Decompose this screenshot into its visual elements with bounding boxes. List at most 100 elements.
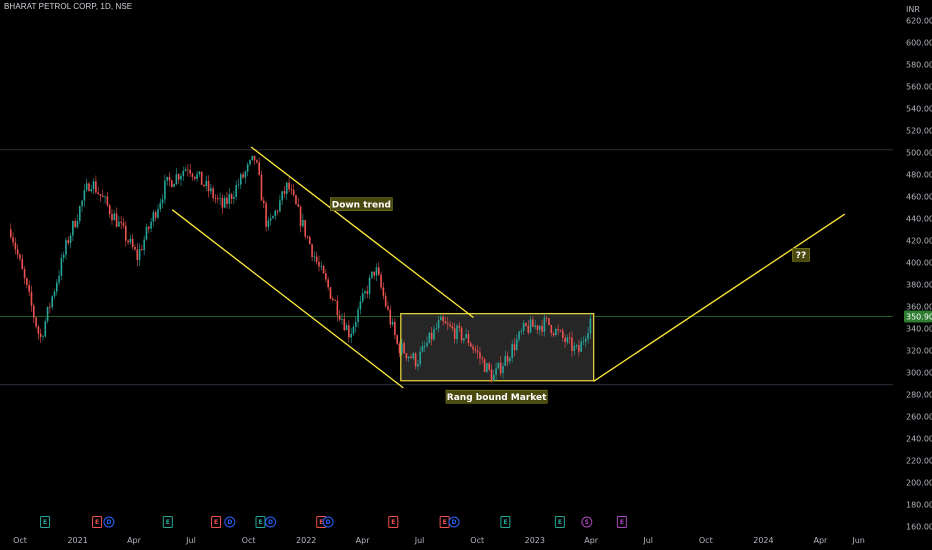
event-marker-letter: D [452, 519, 457, 526]
candle-body [242, 174, 244, 178]
event-marker-earnings_neg[interactable]: E [388, 516, 399, 528]
candle-body [297, 204, 300, 207]
candle-body [187, 169, 189, 171]
candle-body [53, 291, 56, 297]
candle-body [210, 188, 212, 192]
candle-body [435, 328, 438, 330]
candle-body [578, 345, 580, 352]
candle-body [113, 213, 116, 221]
candle-body [520, 331, 523, 332]
event-marker-earnings_neg[interactable]: E [211, 516, 222, 528]
event-marker-dividend[interactable]: D [322, 516, 334, 528]
candle-body [325, 273, 327, 280]
candle-body [380, 274, 382, 288]
x-tick-label: Oct [242, 536, 256, 545]
event-marker-split[interactable]: S [581, 516, 593, 528]
candle-body [354, 321, 357, 327]
annotation-label[interactable]: Down trend [330, 197, 393, 211]
candle-body [147, 226, 150, 229]
event-marker-letter: E [319, 519, 323, 526]
event-marker-earnings[interactable]: E [40, 516, 51, 528]
y-tick-label: 440.00 [906, 215, 932, 224]
candle-body [30, 291, 33, 306]
event-marker-earnings[interactable]: E [500, 516, 511, 528]
trendline[interactable] [171, 209, 404, 389]
event-marker-letter: E [166, 519, 170, 526]
candle-body [281, 191, 283, 201]
event-marker-shape [581, 516, 593, 528]
candle-body [60, 257, 63, 276]
candle-body [78, 206, 81, 221]
y-tick-label: 180.00 [906, 501, 932, 510]
candle-body [166, 176, 168, 181]
candle-body [92, 181, 95, 190]
candle-body [269, 218, 272, 221]
event-marker-dividend[interactable]: D [448, 516, 460, 528]
event-marker-letter: E [558, 519, 562, 526]
candle-body [106, 196, 109, 206]
candle-body [543, 317, 546, 332]
event-marker-earnings[interactable]: E [255, 516, 266, 528]
candle-body [522, 323, 525, 332]
candle-body [334, 300, 336, 301]
candle-body [51, 296, 53, 308]
candle-body [207, 180, 210, 192]
candle-body [72, 220, 74, 236]
annotation-label[interactable]: Rang bound Market [445, 389, 548, 404]
candle-body [575, 345, 578, 346]
event-marker-letter: E [214, 519, 218, 526]
candle-body [465, 334, 467, 339]
candle-body [350, 333, 352, 338]
candle-body [359, 301, 362, 310]
candle-body [534, 325, 536, 327]
event-marker-earnings_neg[interactable]: E [439, 516, 450, 528]
event-marker-letter: S [585, 519, 589, 526]
candle-body [134, 247, 136, 250]
event-marker-shape [40, 516, 51, 528]
candle-body [564, 337, 566, 343]
candle-body [95, 181, 97, 193]
candle-body [203, 184, 205, 187]
candle-body [446, 323, 449, 325]
event-marker-dividend[interactable]: D [103, 516, 115, 528]
event-marker-shape [500, 516, 511, 528]
candle-body [387, 306, 389, 310]
candle-body [274, 210, 277, 217]
annotation-label[interactable]: ?? [792, 248, 810, 262]
trendline[interactable] [250, 146, 474, 319]
candle-body [67, 240, 70, 243]
y-tick-label: 580.00 [906, 61, 932, 70]
candle-body [315, 256, 318, 262]
candle-body [9, 229, 12, 238]
candle-body [115, 213, 118, 227]
event-marker-split[interactable]: E [616, 516, 627, 528]
candle-body [306, 236, 309, 238]
currency-label: INR [906, 5, 920, 14]
x-tick-label: Oct [699, 536, 713, 545]
event-marker-letter: D [227, 519, 232, 526]
trendline[interactable] [593, 213, 846, 382]
event-marker-dividend[interactable]: D [265, 516, 277, 528]
event-marker-earnings_neg[interactable]: E [92, 516, 103, 528]
event-marker-earnings[interactable]: E [554, 516, 565, 528]
candle-body [124, 225, 127, 241]
event-marker-dividend[interactable]: D [224, 516, 236, 528]
x-tick-label: Apr [584, 536, 599, 545]
candle-body [499, 362, 502, 374]
event-marker-letter: E [258, 519, 262, 526]
annotation-bg [792, 248, 810, 262]
y-tick-label: 520.00 [906, 127, 932, 136]
candle-body [580, 341, 582, 352]
candle-body [74, 220, 76, 228]
candle-body [288, 182, 290, 190]
event-marker-earnings[interactable]: E [162, 516, 173, 528]
range-box-rect[interactable] [400, 313, 595, 382]
candle-body [405, 353, 408, 359]
candle-body [472, 346, 474, 350]
candle-body [336, 300, 339, 316]
candle-body [518, 331, 520, 340]
candle-body [58, 275, 60, 283]
candle-body [200, 171, 203, 185]
candle-body [428, 332, 431, 343]
